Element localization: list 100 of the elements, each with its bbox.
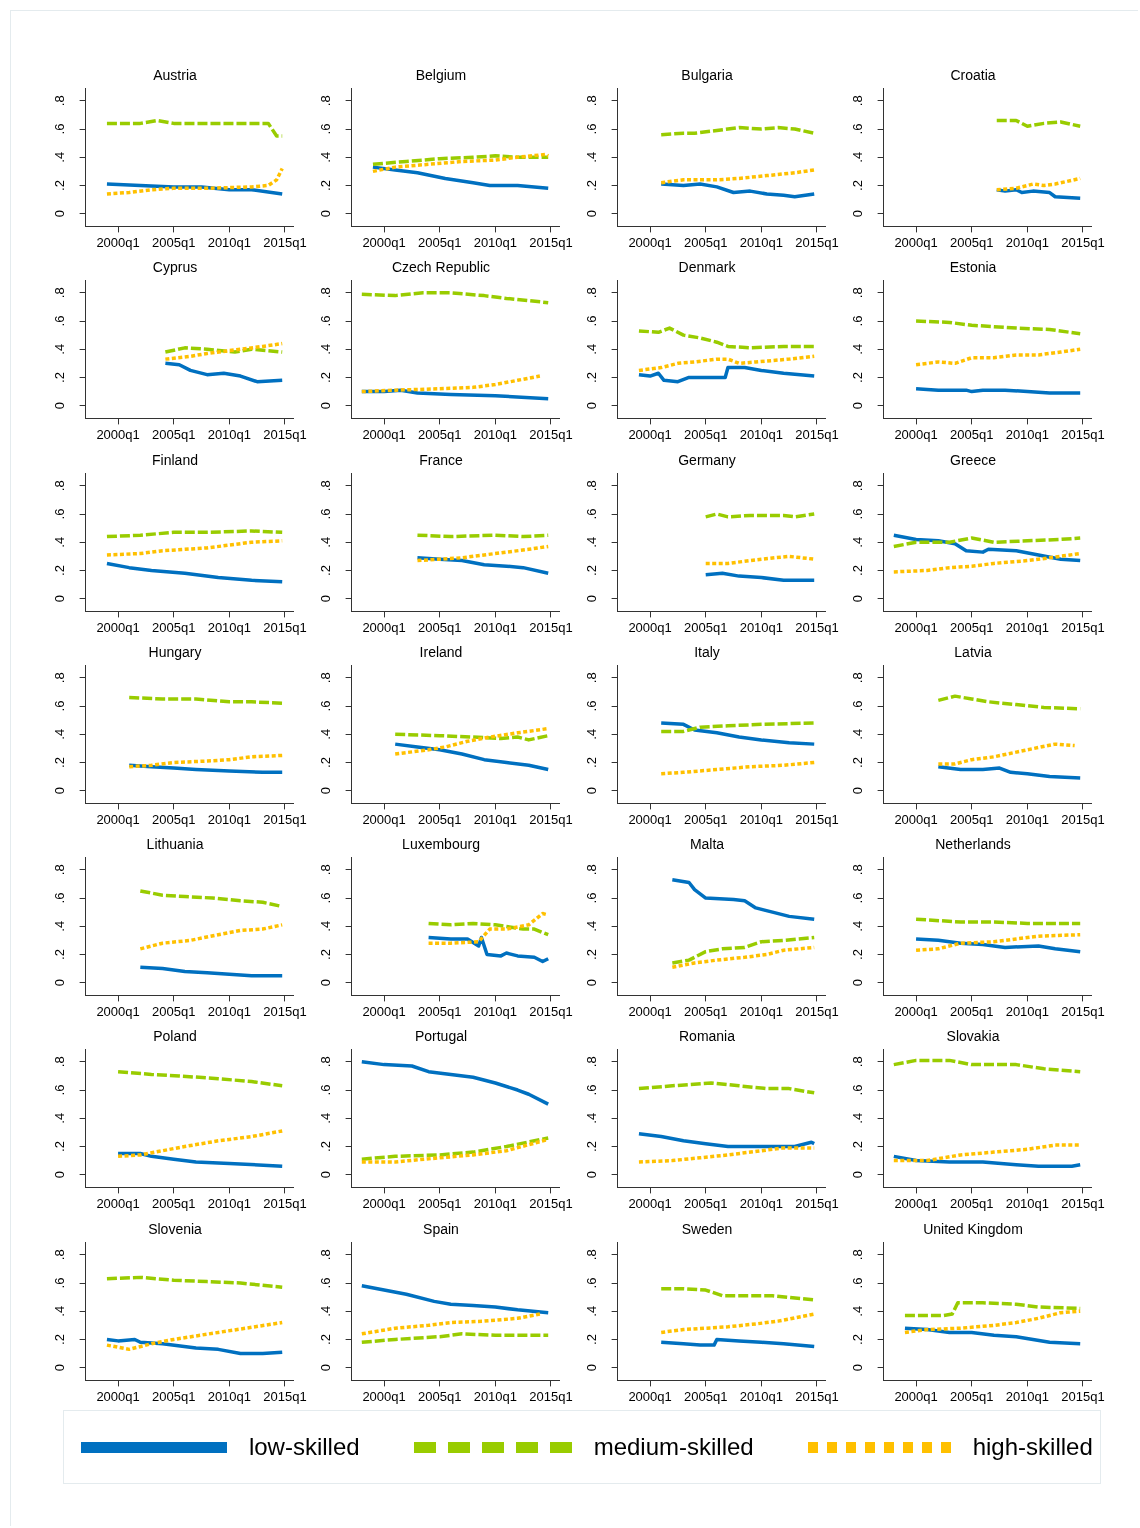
y-tick-label: .4 <box>583 1113 599 1125</box>
y-tick-label: .2 <box>849 949 865 961</box>
line-series <box>914 319 1082 336</box>
x-tick-label: 2015q1 <box>795 1003 839 1019</box>
y-tick-label: .2 <box>317 372 333 384</box>
y-tick-label: .6 <box>317 1277 333 1289</box>
y-tick-label: .4 <box>583 151 599 163</box>
x-tick-label: 2015q1 <box>263 1003 307 1019</box>
y-tick-label: 0 <box>849 979 865 987</box>
chart-title: United Kingdom <box>923 1221 1023 1238</box>
x-tick-label: 2015q1 <box>1061 1388 1105 1404</box>
y-tick-label: 0 <box>51 594 67 602</box>
y-tick-label: .6 <box>583 315 599 327</box>
x-tick-label: 2010q1 <box>207 234 252 250</box>
y-tick-label: 0 <box>583 402 599 410</box>
chart-title: Austria <box>153 67 197 84</box>
x-tick-label: 2015q1 <box>795 1196 839 1212</box>
y-tick-label: .2 <box>849 1333 865 1345</box>
x-tick-label: 2000q1 <box>96 1388 140 1404</box>
x-tick-label: 2015q1 <box>263 427 307 443</box>
y-tick-label: .4 <box>317 151 333 163</box>
y-tick-label: .6 <box>583 123 599 135</box>
x-tick-label: 2005q1 <box>684 1196 728 1212</box>
x-tick-label: 2000q1 <box>628 234 672 250</box>
line-series <box>360 1312 542 1336</box>
y-tick-label: .6 <box>583 508 599 520</box>
legend-label: high-skilled <box>972 1433 1093 1461</box>
line-series <box>892 1143 1082 1163</box>
line-series <box>360 291 550 305</box>
y-tick-label: .2 <box>849 372 865 384</box>
line-series <box>659 721 816 734</box>
chart-title: Lithuania <box>146 836 204 853</box>
y-tick-label: .4 <box>317 344 333 355</box>
y-tick-label: .4 <box>583 1305 599 1317</box>
x-tick-label: 2015q1 <box>263 234 307 250</box>
x-tick-label: 2015q1 <box>529 427 573 443</box>
x-tick-label: 2000q1 <box>894 1003 938 1019</box>
y-tick-label: .8 <box>583 479 599 491</box>
x-tick-label: 2000q1 <box>362 1388 406 1404</box>
y-tick-label: .6 <box>583 892 599 904</box>
y-tick-label: .2 <box>317 949 333 961</box>
y-tick-label: 0 <box>849 786 865 795</box>
x-tick-label: 2010q1 <box>473 1003 518 1019</box>
x-tick-label: 2010q1 <box>207 1003 252 1019</box>
y-tick-label: 0 <box>849 1171 865 1179</box>
y-tick-label: .6 <box>317 508 333 520</box>
y-tick-label: .8 <box>849 479 865 491</box>
y-tick-label: .8 <box>317 864 333 876</box>
x-tick-label: 2005q1 <box>152 1388 196 1404</box>
x-tick-label: 2010q1 <box>207 619 252 635</box>
y-tick-label: .6 <box>317 700 333 712</box>
x-tick-label: 2005q1 <box>950 234 994 250</box>
x-tick-label: 2010q1 <box>473 619 518 635</box>
y-tick-label: .4 <box>317 1113 333 1125</box>
chart-title: Slovenia <box>148 1221 203 1238</box>
y-tick-label: 0 <box>51 210 67 218</box>
x-tick-label: 2015q1 <box>1061 1003 1105 1019</box>
y-tick-label: .8 <box>583 95 599 107</box>
line-series <box>127 753 284 769</box>
x-tick-label: 2010q1 <box>739 1196 784 1212</box>
y-tick-label: .8 <box>51 95 67 107</box>
x-tick-label: 2015q1 <box>795 427 839 443</box>
x-tick-label: 2010q1 <box>207 427 252 443</box>
chart-title: Romania <box>678 1028 736 1045</box>
x-tick-label: 2000q1 <box>894 619 938 635</box>
y-tick-label: .6 <box>849 892 865 904</box>
y-tick-label: .8 <box>51 1056 67 1068</box>
x-tick-label: 2005q1 <box>152 1196 196 1212</box>
line-series <box>116 1129 284 1159</box>
x-tick-label: 2000q1 <box>96 1003 140 1019</box>
x-tick-label: 2005q1 <box>152 234 196 250</box>
legend-label: medium-skilled <box>593 1433 754 1461</box>
y-tick-label: .2 <box>583 180 599 191</box>
x-tick-label: 2010q1 <box>207 1388 252 1404</box>
chart-title: Bulgaria <box>681 67 733 84</box>
x-tick-label: 2015q1 <box>795 234 839 250</box>
y-tick-label: .6 <box>51 700 67 712</box>
y-tick-label: 0 <box>317 402 333 410</box>
y-tick-label: .2 <box>317 564 333 576</box>
chart-title: Italy <box>694 644 720 661</box>
x-tick-label: 2005q1 <box>950 1388 994 1404</box>
y-tick-label: 0 <box>51 979 67 987</box>
y-tick-label: .2 <box>51 372 67 384</box>
chart-title: Finland <box>152 451 198 468</box>
y-tick-label: 0 <box>583 1171 599 1179</box>
x-tick-label: 2005q1 <box>418 1388 462 1404</box>
chart-title: Denmark <box>678 259 737 276</box>
x-tick-label: 2015q1 <box>529 234 573 250</box>
y-tick-label: .2 <box>317 1333 333 1345</box>
x-tick-label: 2005q1 <box>684 1003 728 1019</box>
y-tick-label: .8 <box>583 287 599 299</box>
y-tick-label: .8 <box>849 864 865 876</box>
y-tick-label: .2 <box>51 1333 67 1345</box>
y-tick-label: 0 <box>317 1363 333 1372</box>
line-series <box>670 935 816 965</box>
line-series <box>936 742 1077 766</box>
x-tick-label: 2000q1 <box>628 1388 672 1404</box>
line-series <box>105 1320 284 1351</box>
y-tick-label: .2 <box>849 564 865 576</box>
y-tick-label: .4 <box>317 728 333 740</box>
